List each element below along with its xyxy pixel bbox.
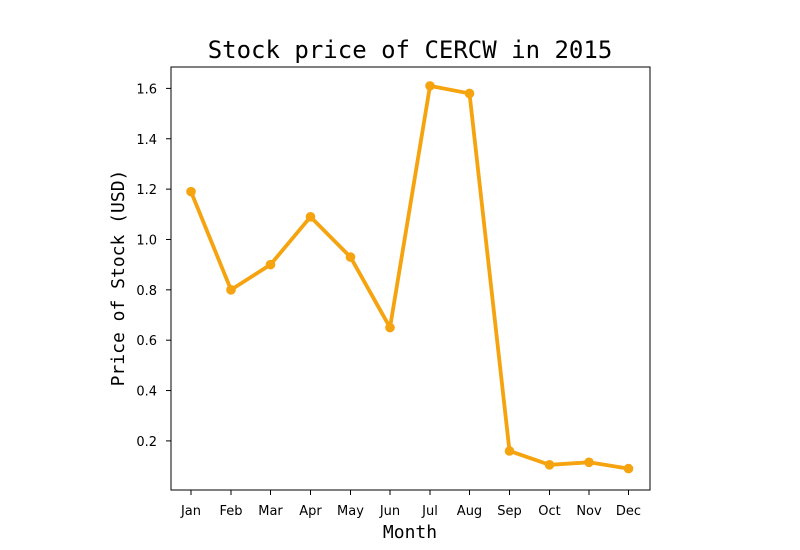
data-point-sep [504, 446, 515, 456]
y-tick-label: 0.8 [136, 284, 157, 299]
data-point-may [345, 252, 356, 262]
plot-area-frame [170, 66, 651, 491]
series-layer [186, 81, 634, 474]
x-tick-label: Nov [576, 504, 602, 519]
data-point-apr [305, 212, 316, 222]
x-tick-label: Jun [379, 504, 400, 519]
x-tick-label: Feb [219, 504, 242, 519]
data-point-feb [226, 285, 236, 295]
y-axis: 0.2 0.4 0.6 0.8 1.0 1.2 1.4 1.6 [136, 82, 171, 450]
x-tick-label: Jan [180, 504, 201, 519]
x-tick-label: Dec [616, 504, 641, 519]
data-point-dec [623, 463, 634, 474]
x-tick-label: Aug [457, 504, 482, 519]
data-point-jun [385, 322, 395, 333]
data-point-mar [265, 259, 276, 270]
y-tick-label: 0.2 [136, 435, 157, 450]
y-tick-label: 1.0 [136, 233, 157, 248]
y-axis-label: Price of Stock (USD) [108, 170, 129, 387]
data-point-nov [584, 457, 594, 468]
y-tick-label: 1.6 [136, 82, 157, 97]
x-tick-label: May [337, 504, 364, 519]
y-tick-label: 1.2 [136, 183, 157, 198]
y-tick-label: 0.6 [136, 334, 157, 349]
x-axis-label: Month [383, 522, 437, 543]
chart-title: Stock price of CERCW in 2015 [208, 36, 613, 64]
x-tick-label: Jul [421, 504, 438, 519]
x-tick-label: Apr [299, 504, 322, 519]
data-point-jul [425, 81, 435, 91]
y-tick-label: 1.4 [136, 133, 157, 148]
x-tick-label: Oct [538, 504, 560, 519]
series-line [189, 83, 631, 471]
x-tick-label: Sep [497, 504, 522, 519]
y-tick-label: 0.4 [136, 385, 157, 400]
data-point-aug [464, 88, 475, 99]
x-tick-label: Mar [258, 504, 283, 519]
x-axis: Jan Feb Mar Apr May Jun Jul Aug Sep Oct Nov Dec [180, 490, 641, 519]
data-point-oct [544, 460, 555, 470]
data-point-jan [186, 186, 196, 197]
